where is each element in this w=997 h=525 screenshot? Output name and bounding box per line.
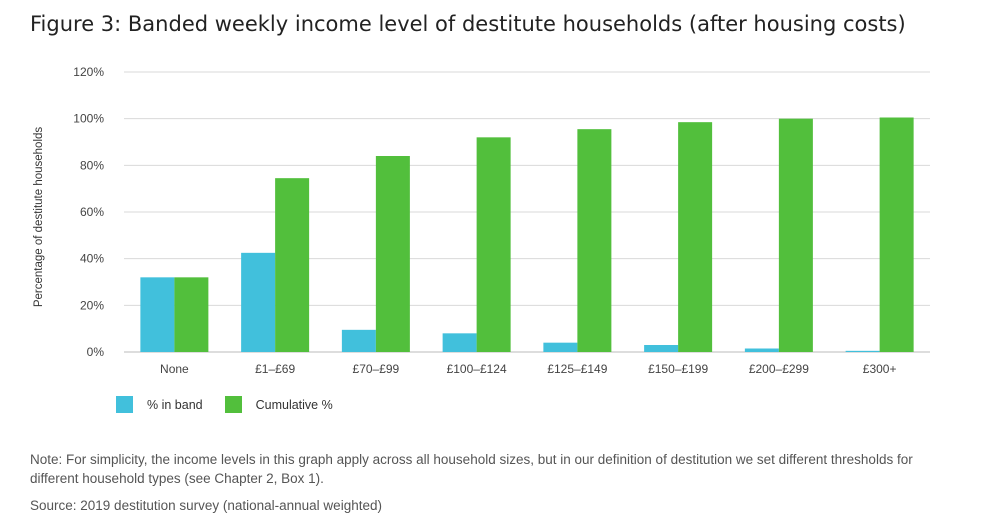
- bar-in-band: [644, 345, 679, 352]
- bar-cumulative: [778, 118, 813, 353]
- y-tick-label: 80%: [80, 158, 104, 172]
- bar-in-band: [543, 342, 578, 352]
- legend-item-cumulative: Cumulative %: [224, 396, 333, 413]
- legend-label-cumulative: Cumulative %: [255, 397, 333, 412]
- bar-in-band: [341, 329, 376, 352]
- bar-cumulative: [678, 122, 713, 353]
- x-tick-label: £200–£299: [749, 362, 809, 376]
- x-tick-label: £300+: [863, 362, 897, 376]
- bar-cumulative: [275, 178, 310, 352]
- y-tick-label: 0%: [87, 345, 105, 359]
- bar-cumulative: [375, 156, 410, 352]
- chart-note: Note: For simplicity, the income levels …: [30, 452, 913, 486]
- bar-cumulative: [577, 129, 612, 352]
- legend-swatch-cumulative: [224, 396, 242, 413]
- bar-in-band: [140, 277, 175, 352]
- legend: % in band Cumulative %: [116, 396, 355, 413]
- y-tick-label: 100%: [73, 112, 104, 126]
- bar-in-band: [442, 333, 477, 352]
- y-tick-label: 40%: [80, 252, 104, 266]
- chart-source: Source: 2019 destitution survey (nationa…: [30, 498, 382, 513]
- bar-cumulative: [476, 137, 511, 352]
- bar-cumulative: [879, 117, 914, 352]
- legend-swatch-in-band: [116, 396, 133, 413]
- y-tick-label: 120%: [73, 65, 104, 79]
- y-tick-label: 60%: [80, 205, 104, 219]
- bar-in-band: [241, 252, 276, 352]
- x-tick-label: £1–£69: [255, 362, 295, 376]
- y-tick-label: 20%: [80, 298, 104, 312]
- x-tick-label: £70–£99: [353, 362, 400, 376]
- figure-title: Figure 3: Banded weekly income level of …: [30, 12, 906, 36]
- legend-label-in-band: % in band: [147, 397, 203, 412]
- y-axis-label: Percentage of destitute households: [33, 127, 45, 308]
- bar-in-band: [845, 350, 880, 352]
- bar-cumulative: [174, 277, 209, 352]
- x-tick-label: None: [160, 362, 189, 376]
- bar-in-band: [744, 348, 779, 352]
- x-tick-label: £125–£149: [547, 362, 607, 376]
- x-tick-label: £150–£199: [648, 362, 708, 376]
- bar-chart: 0% 20% 40% 60% 80% 100% 120% Percentage of dest…: [33, 65, 930, 376]
- legend-item-in-band: % in band: [116, 396, 203, 413]
- x-tick-label: £100–£124: [447, 362, 507, 376]
